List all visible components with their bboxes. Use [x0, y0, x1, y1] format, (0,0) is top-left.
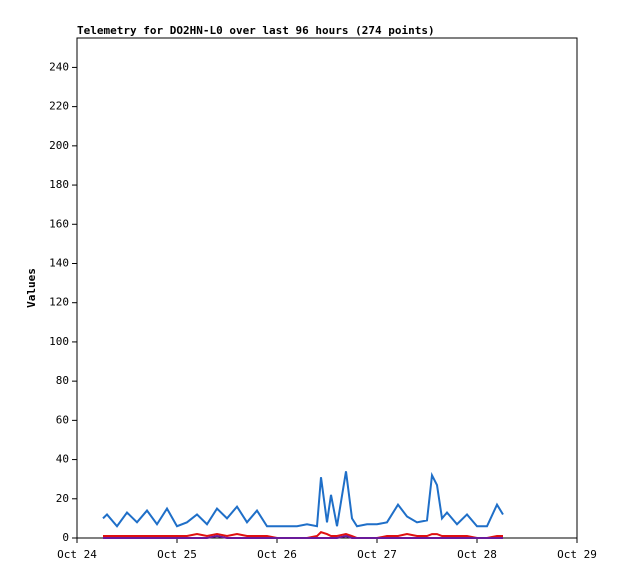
- y-tick-label: 240: [49, 60, 69, 73]
- x-tick-label: Oct 27: [357, 548, 397, 561]
- x-tick-label: Oct 24: [57, 548, 97, 561]
- y-tick-label: 160: [49, 217, 69, 230]
- y-tick-label: 100: [49, 335, 69, 348]
- y-tick-label: 40: [56, 453, 69, 466]
- x-tick-label: Oct 25: [157, 548, 197, 561]
- y-tick-label: 20: [56, 492, 69, 505]
- x-tick-label: Oct 28: [457, 548, 497, 561]
- y-tick-label: 60: [56, 413, 69, 426]
- x-tick-label: Oct 26: [257, 548, 297, 561]
- y-tick-label: 140: [49, 256, 69, 269]
- chart-title: Telemetry for DO2HN-L0 over last 96 hour…: [77, 24, 435, 37]
- y-tick-label: 120: [49, 296, 69, 309]
- x-tick-label: Oct 29: [557, 548, 597, 561]
- y-tick-label: 220: [49, 100, 69, 113]
- series-line: [102, 471, 504, 528]
- series-line: [103, 530, 503, 539]
- series-line: [103, 535, 503, 539]
- y-tick-label: 80: [56, 374, 69, 387]
- plot-frame: [76, 37, 578, 539]
- y-axis-label: Values: [25, 268, 38, 308]
- y-tick-label: 200: [49, 139, 69, 152]
- y-tick-label: 180: [49, 178, 69, 191]
- y-tick-label: 0: [62, 531, 69, 544]
